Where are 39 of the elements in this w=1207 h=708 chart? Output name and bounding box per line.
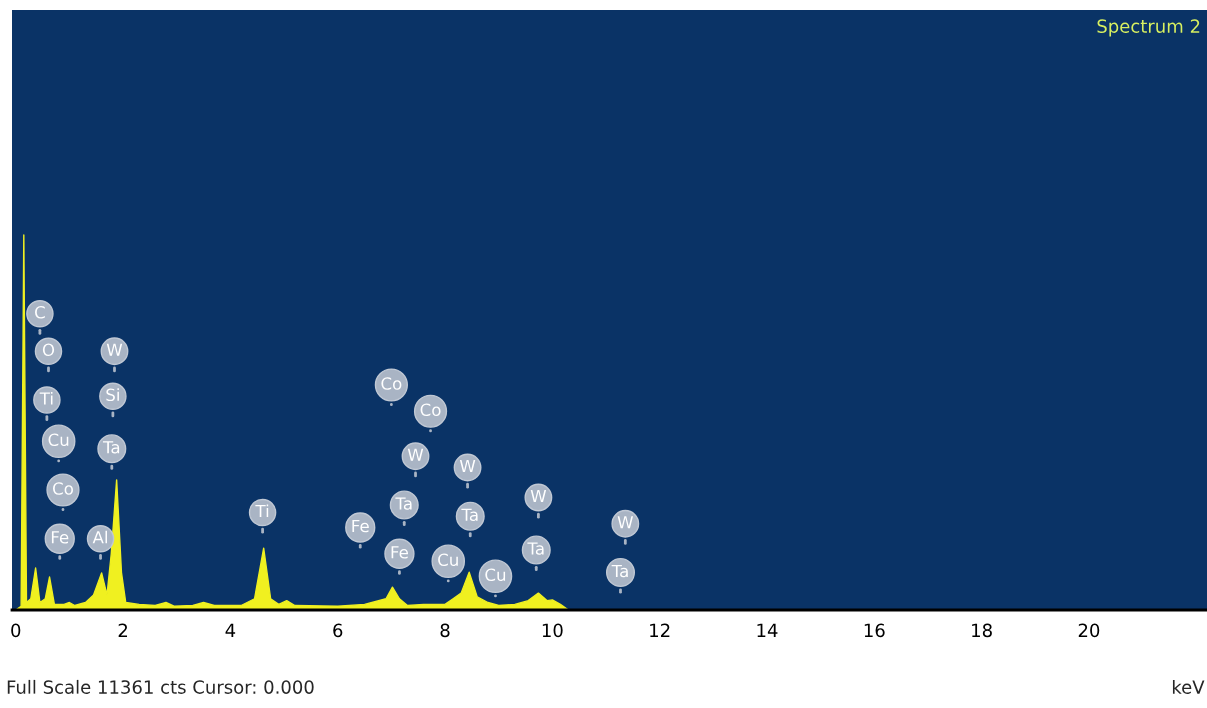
x-axis-title: keV <box>1172 679 1205 694</box>
x-tick-label: 10 <box>542 623 563 638</box>
annotation: Ta <box>102 441 120 454</box>
annotation: Ta <box>395 497 412 510</box>
x-tick-label: 6 <box>333 623 343 638</box>
x-tick-label: 20 <box>1078 623 1100 638</box>
annotation: Co <box>52 482 73 495</box>
annotation: W <box>106 343 123 356</box>
annotation: Cu <box>485 568 506 582</box>
x-tick-label: 14 <box>757 623 778 637</box>
annotation: Al <box>92 530 107 544</box>
x-tick-label: 2 <box>118 623 128 637</box>
annotation: Ti <box>255 504 269 518</box>
annotation: Ta <box>461 508 478 522</box>
x-tick-label: 0 <box>11 623 21 638</box>
annotation: C <box>35 305 45 319</box>
annotation: Cu <box>48 433 69 447</box>
annotation: Ta <box>527 542 544 555</box>
annotation: Fe <box>51 531 69 544</box>
annotation: W <box>459 459 476 473</box>
annotation: Co <box>381 377 402 390</box>
annotation: Ti <box>39 391 53 405</box>
x-tick-label: 4 <box>225 623 236 637</box>
text: Full Scale 11361 cts Cursor: 0.000 <box>7 679 314 694</box>
annotation: O <box>42 343 55 357</box>
x-tick-label: 12 <box>650 623 670 637</box>
x-tick-label: 16 <box>864 623 885 638</box>
annotation: W <box>530 489 547 503</box>
annotation: Ta <box>611 564 628 578</box>
annotation: Fe <box>391 546 408 559</box>
annotation: Co <box>420 403 441 417</box>
chart-title: Spectrum 2 <box>1097 19 1200 37</box>
annotation: W <box>617 516 634 529</box>
annotation: Si <box>106 388 119 402</box>
annotation: W <box>407 448 424 461</box>
annotation: Fe <box>352 519 369 533</box>
x-tick-label: 8 <box>440 623 450 638</box>
annotation: Cu <box>438 553 458 567</box>
x-tick-label: 18 <box>972 623 992 638</box>
